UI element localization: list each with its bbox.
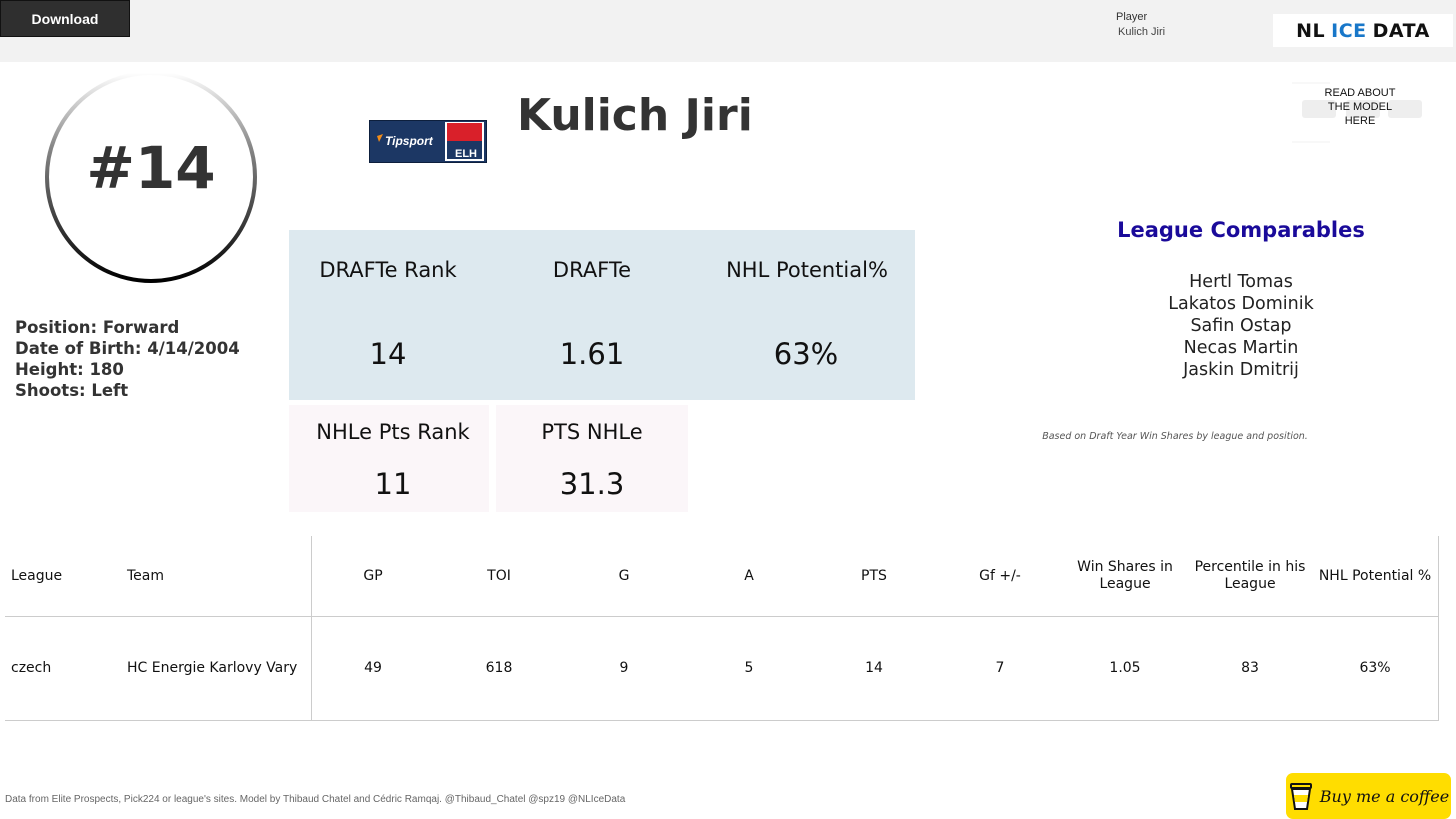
comparables-note: Based on Draft Year Win Shares by league… — [1042, 431, 1308, 442]
column-header-gf-plus-minus: Gf +/- — [979, 568, 1021, 584]
logo-text-ice: ICE — [1331, 19, 1367, 42]
column-header-win-shares: Win Shares in League — [1077, 559, 1173, 592]
comparable-player: Necas Martin — [1183, 338, 1299, 358]
read-about-model-label[interactable]: READ ABOUT THE MODEL HERE — [1324, 87, 1396, 127]
nl-ice-data-logo: NL ICE DATA — [1273, 14, 1453, 47]
table-cell-a: 5 — [744, 660, 754, 676]
season-stats-table: League Team GP TOI G A PTS Gf +/- Win Sh… — [5, 536, 1439, 722]
bio-position: Position: Forward — [15, 318, 180, 337]
download-button[interactable]: Download — [0, 0, 130, 37]
column-header-gp: GP — [363, 568, 383, 584]
buy-me-a-coffee-button[interactable]: Buy me a coffee — [1286, 773, 1451, 819]
player-filter[interactable]: Player Kulich Jiri — [1116, 11, 1165, 38]
model-thumbnail-icon — [1292, 82, 1422, 143]
pts-nhle-value: 31.3 — [559, 467, 625, 501]
pts-nhle-panel — [496, 405, 688, 512]
jersey-number-circle — [45, 71, 257, 283]
nhle-rank-panel — [289, 405, 489, 512]
drafte-rank-value: 14 — [369, 337, 407, 371]
drafte-value: 1.61 — [559, 337, 625, 371]
column-header-league: League — [11, 568, 63, 584]
bio-height: Height: 180 — [15, 360, 124, 379]
comparable-player: Hertl Tomas — [1189, 272, 1293, 292]
nhle-pts-rank-value: 11 — [374, 467, 412, 501]
draft-metrics-panel — [289, 230, 915, 400]
player-filter-label: Player — [1116, 11, 1148, 23]
league-comparables-title: League Comparables — [1117, 218, 1365, 242]
logo-text-data: DATA — [1372, 19, 1430, 42]
nhle-pts-rank-label: NHLe Pts Rank — [316, 420, 470, 444]
elh-league-text: ELH — [455, 148, 477, 160]
jersey-number: #14 — [86, 134, 216, 202]
table-cell-gp: 49 — [364, 660, 382, 676]
comparable-player: Lakatos Dominik — [1168, 294, 1314, 314]
league-comparables-list: Hertl Tomas Lakatos Dominik Safin Ostap … — [1080, 271, 1402, 381]
coffee-cup-icon — [1289, 783, 1312, 810]
footer-credits: Data from Elite Prospects, Pick224 or le… — [5, 794, 626, 805]
table-divider — [5, 720, 1439, 721]
comparable-player: Jaskin Dmitrij — [1183, 360, 1299, 380]
table-cell-league: czech — [11, 660, 52, 676]
table-cell-g: 9 — [619, 660, 629, 676]
nhl-potential-value: 63% — [773, 337, 839, 371]
table-cell-win-shares: 1.05 — [1109, 660, 1141, 676]
read-about-model-link[interactable]: READ ABOUT THE MODEL HERE — [1290, 66, 1430, 144]
column-header-toi: TOI — [487, 568, 511, 584]
nhl-potential-label: NHL Potential% — [726, 258, 888, 282]
table-divider — [5, 616, 1439, 617]
table-divider — [1438, 536, 1439, 721]
table-cell-nhl-potential: 63% — [1359, 660, 1391, 676]
column-header-nhl-potential: NHL Potential % — [1318, 568, 1432, 584]
table-cell-team: HC Energie Karlovy Vary — [127, 660, 298, 676]
column-header-team: Team — [127, 568, 165, 584]
player-filter-value[interactable]: Kulich Jiri — [1118, 26, 1166, 38]
drafte-label: DRAFTe — [552, 258, 632, 282]
table-cell-gf-plus-minus: 7 — [995, 660, 1005, 676]
table-cell-toi: 618 — [485, 660, 513, 676]
column-header-pts: PTS — [861, 568, 887, 584]
comparable-player: Safin Ostap — [1190, 316, 1292, 336]
column-header-a: A — [744, 568, 754, 584]
tipsport-brand-text: Tipsport — [385, 134, 434, 148]
tipsport-elh-logo: Tipsport ELH — [369, 120, 487, 163]
buy-me-a-coffee-label[interactable]: Buy me a coffee — [1319, 786, 1450, 806]
player-bio: Position: Forward Date of Birth: 4/14/20… — [15, 317, 240, 401]
drafte-rank-label: DRAFTe Rank — [319, 258, 457, 282]
player-name: Kulich Jiri — [517, 90, 753, 141]
bio-shoots: Shoots: Left — [15, 381, 129, 400]
pts-nhle-label: PTS NHLe — [541, 420, 643, 444]
bio-dob: Date of Birth: 4/14/2004 — [15, 339, 240, 358]
column-header-percentile: Percentile in his League — [1194, 559, 1306, 592]
table-cell-percentile: 83 — [1241, 660, 1259, 676]
top-bar — [0, 0, 1456, 62]
table-cell-pts: 14 — [865, 660, 883, 676]
column-header-g: G — [618, 568, 630, 584]
table-divider — [311, 536, 312, 721]
logo-text-nl: NL — [1296, 19, 1326, 42]
